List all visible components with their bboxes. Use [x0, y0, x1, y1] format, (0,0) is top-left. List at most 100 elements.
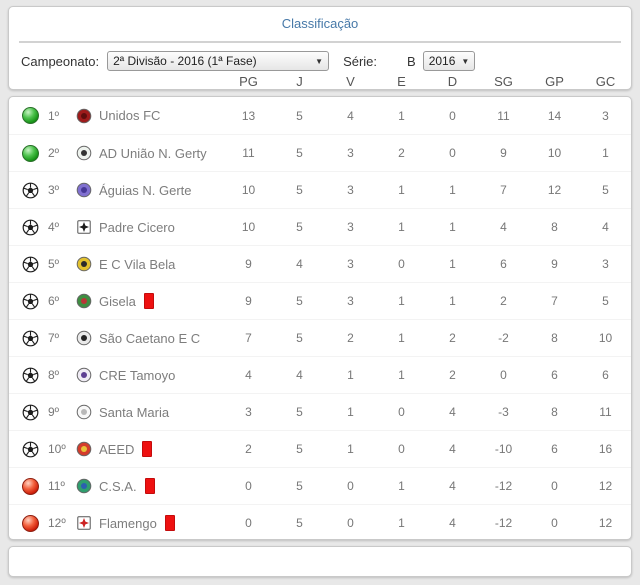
position-label: 12º [48, 516, 66, 530]
stat-value: 4 [449, 442, 456, 456]
stat-value: 4 [602, 220, 609, 234]
table-row: 11º C.S.A. 0 5 0 1 4 -12 0 12 [9, 467, 631, 504]
table-row: 12º Flamengo 0 5 0 1 4 -12 0 12 [9, 504, 631, 539]
stat-value: 1 [347, 368, 354, 382]
chevron-down-icon: ▼ [315, 56, 324, 66]
stat-value: 1 [449, 183, 456, 197]
promotion-indicator-icon [22, 144, 39, 162]
stat-value: 12 [547, 183, 562, 197]
stat-value: 8 [551, 331, 558, 345]
stat-value: -10 [494, 442, 513, 456]
stat-value: 1 [398, 108, 405, 123]
stat-value: 13 [241, 108, 256, 123]
stat-value: 14 [547, 108, 562, 123]
stat-value: 3 [602, 257, 609, 271]
stat-value: 1 [602, 146, 609, 160]
club-badge-icon [76, 293, 92, 309]
year-select[interactable]: 2016 ▼ [422, 51, 475, 71]
stat-value: 4 [245, 368, 252, 382]
column-header: V [346, 74, 355, 89]
table-row: 7º São Caetano E C 7 5 2 1 2 -2 8 10 [9, 319, 631, 356]
club-badge-icon [76, 256, 92, 272]
position-label: 5º [48, 257, 60, 271]
stat-value: 16 [598, 442, 613, 456]
stat-value: 9 [245, 294, 252, 308]
club-badge-icon [76, 478, 92, 494]
stat-value: 4 [449, 479, 456, 493]
stat-value: 10 [547, 146, 562, 160]
stat-value: 4 [500, 220, 507, 234]
serie-value: B [407, 53, 416, 69]
campeonato-select[interactable]: 2ª Divisão - 2016 (1ª Fase) ▼ [107, 51, 330, 71]
row-values: 2 5 1 0 4 -10 6 16 [223, 442, 631, 456]
position-label: 3º [48, 183, 60, 197]
stat-value: 3 [347, 294, 354, 308]
position-label: 10º [48, 442, 66, 456]
stat-value: 9 [500, 146, 507, 160]
column-header: GC [595, 74, 616, 89]
stat-value: 0 [500, 368, 507, 382]
stat-value: 1 [398, 294, 405, 308]
column-header: SG [494, 74, 513, 89]
row-values: 9 4 3 0 1 6 9 3 [223, 257, 631, 271]
row-values: 0 5 0 1 4 -12 0 12 [223, 479, 631, 493]
club-badge-icon [76, 404, 92, 420]
stat-value: 1 [398, 368, 405, 382]
soccer-ball-icon [22, 219, 39, 236]
team-name: Padre Cicero [99, 219, 175, 235]
soccer-ball-icon [22, 441, 39, 458]
stat-value: 1 [347, 405, 354, 419]
stat-value: 3 [245, 405, 252, 419]
stat-value: 5 [296, 442, 303, 456]
row-values: 4 4 1 1 2 0 6 6 [223, 368, 631, 382]
stat-value: 5 [296, 405, 303, 419]
team-name: Águias N. Gerte [99, 182, 192, 198]
team-name: Unidos FC [99, 108, 161, 123]
stat-value: 1 [347, 442, 354, 456]
row-values: 11 5 3 2 0 9 10 1 [223, 146, 631, 160]
stat-value: 5 [296, 108, 303, 123]
position-label: 11º [48, 479, 65, 493]
stat-value: 2 [245, 442, 252, 456]
stat-value: 2 [347, 331, 354, 345]
stat-value: 11 [242, 146, 255, 160]
campeonato-label: Campeonato: [21, 53, 100, 69]
club-badge-icon [76, 330, 92, 346]
stat-value: 5 [296, 516, 303, 530]
stat-value: 9 [245, 257, 252, 271]
soccer-ball-icon [22, 330, 39, 347]
club-badge-icon [76, 182, 92, 198]
position-label: 1º [48, 108, 60, 123]
stat-value: 2 [398, 146, 405, 160]
column-header: GP [545, 74, 564, 89]
stat-value: 6 [602, 368, 609, 382]
row-values: 13 5 4 1 0 11 14 3 [223, 109, 631, 123]
stat-value: 3 [602, 108, 609, 123]
club-badge-icon [76, 441, 92, 457]
table-row: 4º Padre Cicero 10 5 3 1 1 4 8 4 [9, 208, 631, 245]
stat-value: 0 [398, 257, 405, 271]
row-values: 3 5 1 0 4 -3 8 11 [223, 405, 631, 419]
red-card-icon [143, 293, 154, 309]
soccer-ball-icon [22, 293, 39, 310]
column-header: D [447, 74, 458, 89]
promotion-indicator-icon [22, 107, 39, 124]
column-header: PG [239, 74, 258, 89]
stat-value: 5 [296, 146, 303, 160]
serie-label: Série: [343, 53, 378, 69]
table-row: 8º CRE Tamoyo 4 4 1 1 2 0 6 6 [9, 356, 631, 393]
stat-value: 10 [598, 331, 613, 345]
position-label: 6º [48, 294, 60, 308]
table-row: 5º E C Vila Bela 9 4 3 0 1 6 9 3 [9, 245, 631, 282]
club-badge-icon [76, 515, 92, 531]
footer-panel [8, 546, 632, 577]
stat-value: 9 [551, 257, 558, 271]
stat-value: 5 [296, 294, 303, 308]
team-name: AD União N. Gerty [99, 145, 207, 161]
row-values: 10 5 3 1 1 4 8 4 [223, 220, 631, 234]
stat-value: 10 [241, 183, 256, 197]
table-row: 10º AEED 2 5 1 0 4 -10 6 16 [9, 430, 631, 467]
stat-value: 0 [551, 516, 558, 530]
position-label: 8º [48, 368, 60, 382]
team-name: Flamengo [99, 515, 157, 531]
